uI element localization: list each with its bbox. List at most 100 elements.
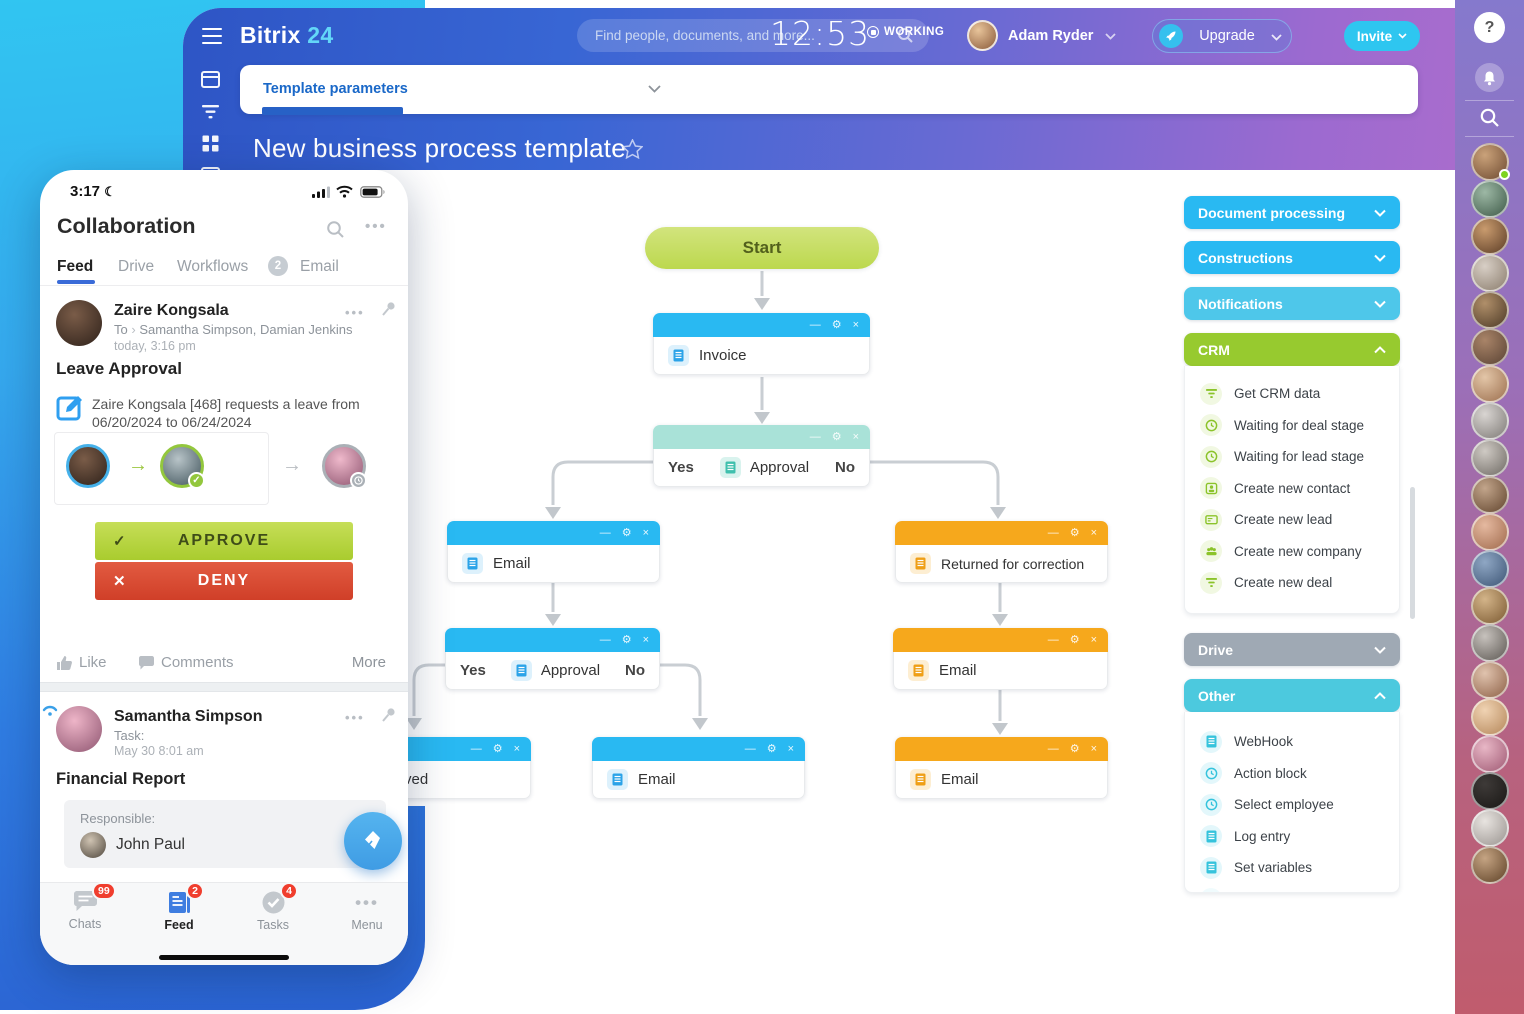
more-button[interactable]: More bbox=[351, 654, 386, 671]
like-button[interactable]: Like bbox=[56, 654, 107, 671]
settings-gear-icon[interactable]: ⚙ bbox=[1069, 633, 1080, 646]
settings-gear-icon[interactable]: ⚙ bbox=[1069, 742, 1080, 755]
close-icon[interactable]: × bbox=[1090, 526, 1097, 539]
sidebar-item-webhook[interactable]: WebHook bbox=[1185, 726, 1399, 758]
template-parameters-chevron-icon[interactable] bbox=[648, 85, 661, 93]
flow-block-email-mid[interactable]: — ⚙ × Email bbox=[592, 737, 805, 799]
template-parameters-bar[interactable]: Template parameters bbox=[240, 65, 1418, 114]
phone-more-menu-icon[interactable]: ••• bbox=[365, 218, 387, 235]
avatar[interactable] bbox=[1471, 254, 1509, 292]
clock[interactable]: 12:53 bbox=[770, 14, 871, 53]
close-icon[interactable]: × bbox=[1090, 742, 1097, 755]
deny-button[interactable]: ✕ DENY bbox=[95, 562, 353, 600]
flow-block-invoice[interactable]: — ⚙ × Invoice bbox=[653, 313, 870, 375]
sidebar-item-waiting-lead-stage[interactable]: Waiting for lead stage bbox=[1185, 441, 1399, 473]
post-title[interactable]: Leave Approval bbox=[56, 359, 182, 378]
avatar[interactable] bbox=[1471, 735, 1509, 773]
post-author-name[interactable]: Samantha Simpson bbox=[114, 708, 263, 725]
minimize-icon[interactable]: — bbox=[1047, 633, 1059, 646]
sidebar-item-create-new-company[interactable]: Create new company bbox=[1185, 536, 1399, 568]
avatar[interactable] bbox=[1471, 587, 1509, 625]
upgrade-button[interactable]: Upgrade bbox=[1152, 19, 1292, 53]
minimize-icon[interactable]: — bbox=[1047, 742, 1059, 755]
flow-block-returned[interactable]: — ⚙ × Returned for correction bbox=[895, 521, 1108, 583]
close-icon[interactable]: × bbox=[852, 430, 859, 443]
avatar[interactable] bbox=[1471, 661, 1509, 699]
avatar[interactable] bbox=[1471, 291, 1509, 329]
avatar[interactable] bbox=[1471, 698, 1509, 736]
avatar[interactable] bbox=[1471, 624, 1509, 662]
sidebar-item-create-new-lead[interactable]: Create new lead bbox=[1185, 504, 1399, 536]
post-author-avatar[interactable] bbox=[56, 300, 102, 346]
branch-yes-label[interactable]: Yes bbox=[460, 662, 486, 679]
user-avatar[interactable] bbox=[967, 20, 998, 51]
search-icon[interactable] bbox=[897, 27, 914, 44]
help-button[interactable]: ? bbox=[1474, 12, 1505, 43]
sidebar-item-log-entry[interactable]: Log entry bbox=[1185, 821, 1399, 853]
flow-block-email-right[interactable]: — ⚙ × Email bbox=[893, 628, 1108, 690]
close-icon[interactable]: × bbox=[787, 742, 794, 755]
post-recipients[interactable]: To › Samantha Simpson, Damian Jenkins bbox=[114, 322, 353, 337]
minimize-icon[interactable]: — bbox=[809, 430, 821, 443]
close-icon[interactable]: × bbox=[642, 633, 649, 646]
notifications-bell-button[interactable] bbox=[1475, 63, 1504, 92]
avatar[interactable] bbox=[1471, 513, 1509, 551]
sidebar-category-drive[interactable]: Drive bbox=[1184, 633, 1400, 666]
close-icon[interactable]: × bbox=[852, 318, 859, 331]
pin-icon[interactable] bbox=[381, 301, 396, 317]
compose-fab[interactable] bbox=[344, 812, 402, 870]
approver-1[interactable]: ✓ bbox=[160, 444, 205, 489]
minimize-icon[interactable]: — bbox=[744, 742, 756, 755]
minimize-icon[interactable]: — bbox=[599, 526, 611, 539]
post-options-icon[interactable]: ••• bbox=[345, 710, 365, 725]
sidebar-scrollbar[interactable] bbox=[1410, 487, 1415, 619]
branch-yes-label[interactable]: Yes bbox=[668, 459, 694, 476]
avatar[interactable] bbox=[1471, 217, 1509, 255]
sidebar-item-set-permissions[interactable]: Set permissions bbox=[1185, 884, 1399, 892]
branch-no-label[interactable]: No bbox=[624, 662, 645, 679]
pin-icon[interactable] bbox=[381, 707, 396, 723]
search-input[interactable] bbox=[595, 19, 885, 52]
minimize-icon[interactable]: — bbox=[809, 318, 821, 331]
flow-block-email-bottom[interactable]: — ⚙ × Email bbox=[895, 737, 1108, 799]
close-icon[interactable]: × bbox=[1090, 633, 1097, 646]
phone-search-icon[interactable] bbox=[326, 220, 345, 239]
minimize-icon[interactable]: — bbox=[599, 633, 611, 646]
flow-block-email-1[interactable]: — ⚙ × Email bbox=[447, 521, 660, 583]
strip-search-button[interactable] bbox=[1479, 107, 1500, 128]
responsible-name[interactable]: John Paul bbox=[116, 836, 185, 853]
nav-tasks[interactable]: Tasks 4 bbox=[238, 882, 308, 932]
requester-avatar[interactable] bbox=[66, 444, 110, 488]
nav-feed[interactable]: Feed 2 bbox=[144, 882, 214, 932]
nav-chats[interactable]: Chats 99 bbox=[50, 882, 120, 931]
rail-apps-grid-icon[interactable] bbox=[201, 134, 220, 153]
settings-gear-icon[interactable]: ⚙ bbox=[621, 633, 632, 646]
tab-workflows[interactable]: Workflows bbox=[177, 258, 249, 275]
settings-gear-icon[interactable]: ⚙ bbox=[831, 430, 842, 443]
sidebar-category-crm[interactable]: CRM bbox=[1184, 333, 1400, 366]
sidebar-item-set-variables[interactable]: Set variables bbox=[1185, 852, 1399, 884]
sidebar-item-waiting-deal-stage[interactable]: Waiting for deal stage bbox=[1185, 410, 1399, 442]
avatar[interactable] bbox=[1471, 143, 1510, 181]
avatar[interactable] bbox=[1471, 809, 1509, 847]
rail-panel-icon[interactable] bbox=[201, 70, 220, 89]
flow-block-approval-1[interactable]: — ⚙ × Yes Approval No bbox=[653, 425, 870, 487]
tab-email[interactable]: Email bbox=[300, 258, 339, 275]
sidebar-item-get-crm-data[interactable]: Get CRM data bbox=[1185, 378, 1399, 410]
avatar[interactable] bbox=[1471, 365, 1509, 403]
avatar[interactable] bbox=[1471, 328, 1509, 366]
avatar[interactable] bbox=[1471, 846, 1509, 884]
template-parameters-label[interactable]: Template parameters bbox=[263, 81, 408, 97]
settings-gear-icon[interactable]: ⚙ bbox=[621, 526, 632, 539]
hamburger-menu-icon[interactable] bbox=[202, 28, 222, 44]
sidebar-item-create-new-contact[interactable]: Create new contact bbox=[1185, 473, 1399, 505]
user-name[interactable]: Adam Ryder bbox=[1008, 28, 1094, 44]
close-icon[interactable]: × bbox=[513, 742, 520, 755]
avatar[interactable] bbox=[1471, 402, 1509, 440]
tab-drive[interactable]: Drive bbox=[118, 258, 155, 275]
settings-gear-icon[interactable]: ⚙ bbox=[766, 742, 777, 755]
rail-filter-icon[interactable] bbox=[201, 102, 220, 121]
avatar[interactable] bbox=[1471, 550, 1509, 588]
flow-start-block[interactable]: Start bbox=[645, 227, 879, 269]
settings-gear-icon[interactable]: ⚙ bbox=[492, 742, 503, 755]
